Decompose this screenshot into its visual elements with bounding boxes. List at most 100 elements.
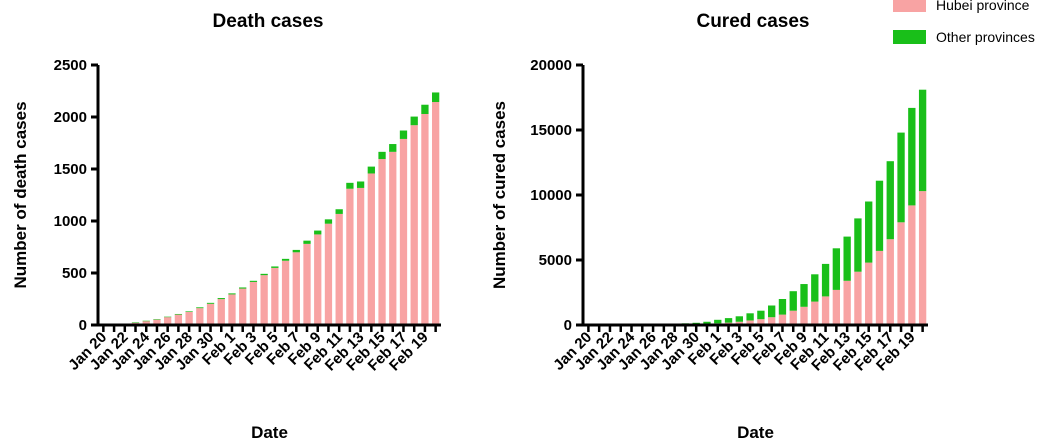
death-bar-other-4 [142, 320, 150, 322]
death-bar-other-25 [367, 166, 375, 174]
death-bar-hubei-27 [389, 151, 397, 325]
cured-chart-title: Cured cases [696, 11, 809, 32]
cured-bar-hubei-15 [746, 320, 754, 325]
cured-bar-other-23 [832, 248, 841, 290]
cured-y-tick-label-2: 10000 [530, 187, 572, 204]
death-x-axis-label: Date [251, 423, 288, 442]
death-bar-other-26 [378, 151, 386, 160]
death-bar-hubei-30 [421, 113, 429, 325]
cured-bar-other-30 [908, 107, 916, 206]
death-bar-hubei-19 [303, 243, 311, 325]
cured-bar-other-26 [865, 201, 873, 263]
cured-bar-other-21 [811, 274, 819, 302]
cured-bar-other-24 [843, 236, 851, 281]
cured-bar-hubei-22 [821, 296, 830, 325]
death-bar-other-13 [239, 287, 247, 289]
death-bar-other-9 [196, 307, 204, 309]
cured-bar-hubei-25 [854, 271, 862, 325]
legend-label-0: Hubei province [936, 0, 1030, 13]
death-bar-other-5 [153, 319, 161, 320]
death-bar-hubei-11 [217, 299, 225, 325]
cured-y-tick-label-1: 5000 [539, 252, 572, 269]
cured-bar-other-22 [821, 263, 830, 297]
death-bar-hubei-13 [239, 288, 247, 325]
death-bar-other-31 [432, 92, 440, 103]
death-bar-hubei-29 [410, 125, 418, 325]
death-bar-other-22 [335, 209, 343, 214]
death-bar-other-27 [389, 144, 397, 152]
cured-bar-hubei-20 [800, 306, 808, 325]
cured-bar-other-29 [897, 132, 905, 223]
legend-swatch-0 [893, 0, 926, 12]
death-bar-other-21 [324, 219, 333, 224]
cured-y-tick-label-4: 20000 [530, 57, 572, 74]
cured-bar-hubei-30 [908, 205, 916, 325]
cured-y-axis-label: Number of cured cases [490, 101, 509, 289]
cured-x-axis-label: Date [737, 423, 774, 442]
cured-bar-other-28 [886, 161, 894, 240]
death-bar-other-28 [399, 130, 408, 139]
death-y-tick-label-3: 1500 [54, 161, 87, 178]
death-bar-other-20 [314, 230, 322, 235]
cured-bar-hubei-21 [811, 301, 819, 325]
death-bar-other-3 [131, 322, 140, 323]
death-bar-hubei-7 [174, 314, 183, 325]
cured-bar-hubei-16 [757, 319, 765, 325]
death-bar-hubei-15 [260, 275, 268, 325]
death-bar-other-24 [356, 181, 365, 188]
cured-bar-hubei-14 [735, 321, 743, 325]
cured-bar-other-20 [800, 284, 808, 307]
cured-bar-other-18 [778, 299, 787, 315]
cured-bar-other-31 [918, 89, 927, 192]
death-y-tick-label-1: 500 [62, 265, 87, 282]
death-bar-other-14 [249, 280, 258, 282]
death-chart-title: Death cases [213, 11, 324, 32]
cured-bar-hubei-27 [875, 250, 884, 325]
death-bar-hubei-5 [153, 319, 161, 325]
death-bar-hubei-24 [356, 187, 365, 325]
death-bar-other-29 [410, 116, 418, 126]
death-bar-hubei-9 [196, 308, 204, 325]
death-bar-other-15 [260, 273, 268, 276]
death-bar-hubei-12 [228, 294, 236, 325]
death-bar-hubei-31 [432, 102, 440, 326]
death-y-axis-label: Number of death cases [11, 101, 30, 288]
cured-bar-other-15 [746, 313, 754, 321]
death-y-tick-label-4: 2000 [54, 109, 87, 126]
cured-bar-hubei-17 [768, 317, 776, 325]
death-bar-hubei-16 [271, 267, 279, 325]
death-bar-hubei-26 [378, 159, 386, 325]
death-bar-hubei-23 [346, 188, 354, 325]
cured-bar-other-17 [768, 305, 776, 318]
cured-bar-hubei-23 [832, 289, 841, 325]
death-bar-hubei-4 [142, 320, 150, 325]
death-bar-other-30 [421, 104, 429, 114]
death-bar-hubei-28 [399, 138, 408, 325]
cured-bar-hubei-19 [789, 310, 797, 325]
legend-label-1: Other provinces [936, 29, 1035, 45]
cured-bar-hubei-28 [886, 239, 894, 325]
death-bar-other-11 [217, 298, 225, 300]
death-bar-hubei-22 [335, 213, 343, 325]
cured-bar-hubei-26 [865, 262, 873, 325]
legend-swatch-1 [893, 30, 926, 44]
cured-bar-other-10 [692, 322, 700, 325]
death-bar-other-6 [164, 316, 172, 318]
death-bar-other-8 [185, 311, 193, 312]
death-bar-hubei-14 [249, 281, 258, 325]
cured-bar-hubei-31 [918, 191, 927, 325]
legend: Hubei province Other provinces [893, 0, 1035, 45]
cured-y-tick-label-3: 15000 [530, 122, 572, 139]
death-bar-other-19 [303, 240, 311, 244]
cured-bar-other-19 [789, 291, 797, 311]
death-bar-other-17 [281, 258, 290, 261]
cured-bar-other-14 [735, 316, 743, 322]
death-bar-other-10 [206, 302, 215, 304]
death-bar-other-12 [228, 293, 236, 295]
cured-bar-hubei-24 [843, 280, 851, 325]
death-bar-hubei-10 [206, 303, 215, 325]
death-bar-other-18 [292, 249, 300, 253]
death-y-tick-label-2: 1000 [54, 213, 87, 230]
